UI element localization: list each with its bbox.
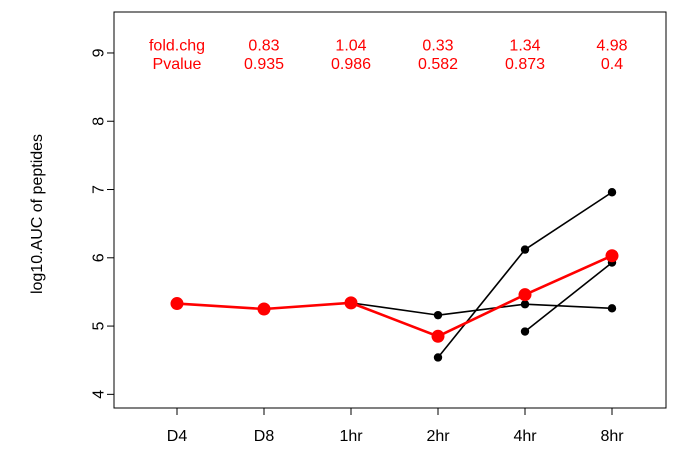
x-tick-label: D8 — [254, 428, 275, 445]
x-tick-label: 2hr — [426, 428, 450, 445]
annotation-value: 0.582 — [418, 56, 458, 73]
annotation-value: 1.04 — [335, 37, 366, 54]
y-tick-label: 8 — [91, 117, 108, 126]
individual-lines — [350, 191, 613, 358]
x-tick-label: 4hr — [513, 428, 537, 445]
annotations: fold.chg 0.83 1.04 0.33 1.34 4.98 Pvalue 0.935 0… — [149, 37, 628, 72]
individual-line — [437, 303, 526, 316]
y-axis: 4 5 6 7 8 9 — [91, 48, 115, 399]
individual-line — [350, 302, 439, 316]
x-axis: D4 D8 1hr 2hr 4hr 8hr — [167, 407, 624, 445]
individual-line — [524, 303, 613, 310]
y-tick-label: 9 — [91, 48, 108, 57]
annotation-value: 0.986 — [331, 56, 371, 73]
x-tick-label: 8hr — [600, 428, 624, 445]
y-tick-label: 5 — [91, 322, 108, 331]
mean-series-point — [605, 249, 619, 263]
annotation-value: 0.33 — [422, 37, 453, 54]
individual-points — [346, 188, 617, 362]
individual-point — [607, 304, 617, 313]
individual-point — [520, 245, 530, 254]
individual-point — [433, 310, 443, 320]
individual-point — [520, 327, 530, 336]
individual-point — [520, 300, 530, 309]
individual-point — [607, 188, 617, 197]
annotation-value: 0.83 — [248, 37, 279, 54]
mean-series-point — [170, 297, 184, 311]
y-axis-title: log10.AUC of peptides — [29, 134, 46, 294]
annotation-value: 0.935 — [244, 56, 284, 73]
annotation-row-label: Pvalue — [153, 56, 202, 73]
annotation-value: 0.4 — [601, 56, 623, 73]
individual-line — [524, 191, 613, 251]
annotation-value: 0.873 — [505, 56, 545, 73]
mean-series-point — [431, 329, 445, 343]
mean-series-line — [176, 254, 613, 338]
annotation-value: 4.98 — [596, 37, 627, 54]
annotation-row-label: fold.chg — [149, 37, 205, 54]
individual-line — [524, 261, 613, 333]
mean-series-point — [344, 296, 358, 310]
x-tick-label: 1hr — [339, 428, 363, 445]
mean-series-point — [257, 302, 271, 316]
annotation-value: 1.34 — [509, 37, 540, 54]
y-tick-label: 6 — [91, 253, 108, 262]
x-tick-label: D4 — [167, 428, 188, 445]
individual-point — [433, 353, 443, 362]
y-tick-label: 4 — [91, 390, 108, 399]
y-tick-label: 7 — [91, 185, 108, 194]
mean-series-point — [518, 288, 532, 302]
mean-series — [170, 249, 619, 343]
individual-line — [437, 249, 526, 358]
